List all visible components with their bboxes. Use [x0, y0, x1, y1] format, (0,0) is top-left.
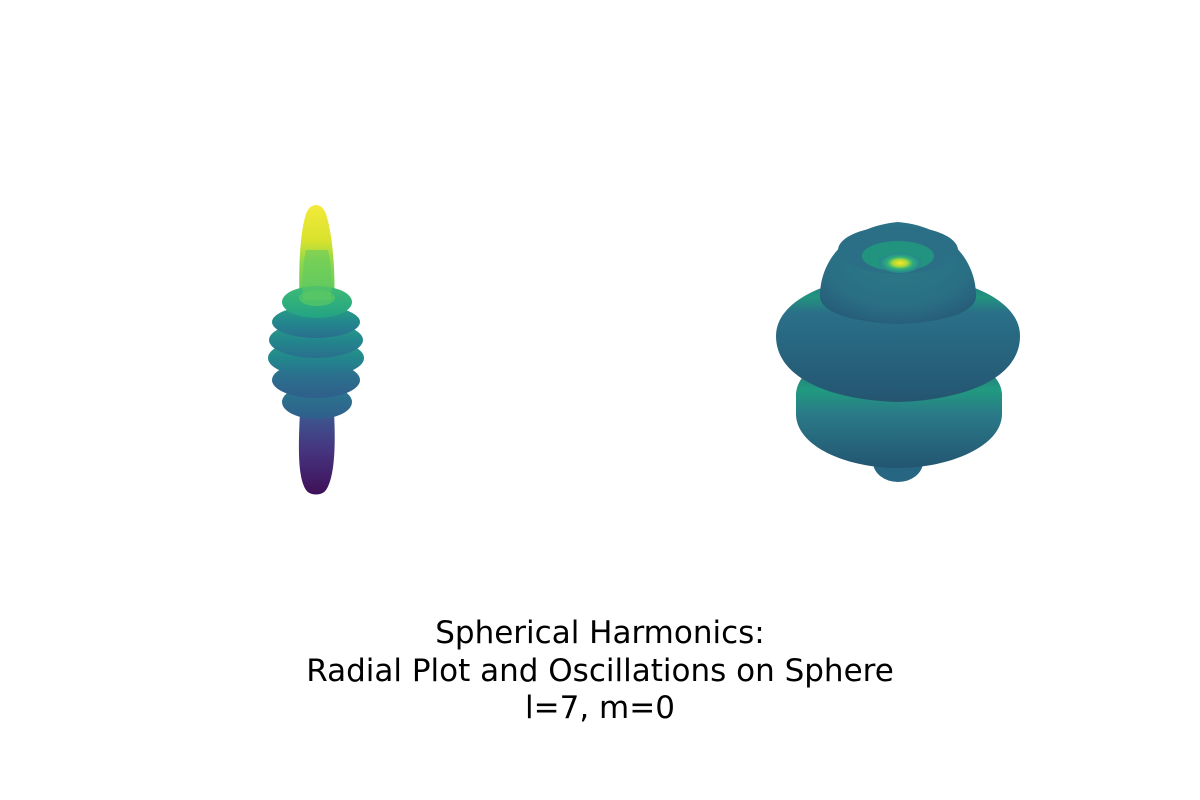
radial-lobe-top-neck: [302, 250, 332, 300]
figure-title-line-2: Radial Plot and Oscillations on Sphere: [306, 653, 894, 689]
sphere-plot: [776, 222, 1020, 482]
sphere-top-cap: [879, 253, 921, 273]
figure-title-line-3: l=7, m=0: [525, 690, 675, 726]
figure-title-line-1: Spherical Harmonics:: [435, 615, 765, 651]
radial-lobe-bottom: [298, 412, 335, 495]
radial-plot: [268, 205, 364, 495]
